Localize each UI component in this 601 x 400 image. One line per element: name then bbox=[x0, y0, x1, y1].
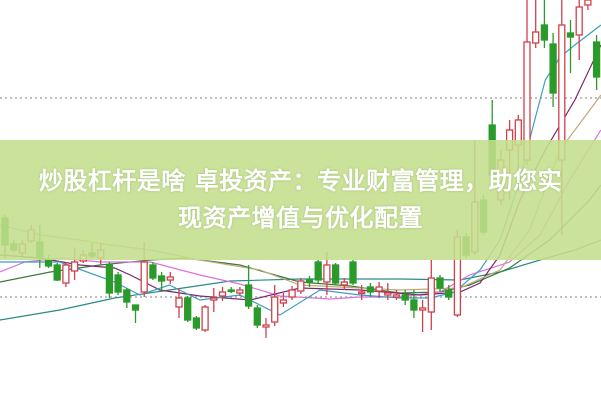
candle-body bbox=[540, 24, 549, 41]
candle-body bbox=[131, 304, 140, 311]
candle-body bbox=[549, 43, 557, 94]
candle-body bbox=[288, 289, 296, 298]
candle-body bbox=[418, 307, 427, 311]
candle-body bbox=[349, 261, 357, 284]
candle-body bbox=[70, 261, 79, 272]
candle-body bbox=[184, 297, 192, 321]
candle-body bbox=[331, 264, 340, 284]
candle-body bbox=[175, 297, 183, 308]
candle-body bbox=[410, 299, 418, 311]
candle-body bbox=[584, 0, 592, 6]
candle-body bbox=[201, 306, 209, 331]
candle-body bbox=[436, 277, 444, 289]
candle-body bbox=[166, 276, 174, 281]
candle-body bbox=[105, 264, 114, 294]
candle-body bbox=[375, 286, 383, 292]
candle-body bbox=[366, 286, 375, 293]
candle-body bbox=[427, 277, 435, 313]
candle-body bbox=[305, 279, 314, 283]
headline-line-1: 炒股杠杆是啥 卓投资产：专业财富管理，助您实 bbox=[38, 167, 563, 195]
candle-body bbox=[445, 289, 453, 298]
candle-body bbox=[62, 264, 70, 284]
moving-average-line bbox=[0, 24, 601, 316]
candle-body bbox=[262, 324, 270, 328]
candle-body bbox=[314, 261, 322, 281]
headline-line-2: 现资产增值与优化配置 bbox=[178, 204, 423, 232]
candle-body bbox=[384, 292, 392, 296]
candle-body bbox=[358, 291, 366, 295]
candle-body bbox=[279, 299, 288, 304]
candle-body bbox=[401, 294, 409, 301]
candle-body bbox=[192, 317, 201, 329]
candle-body bbox=[532, 31, 540, 44]
candle-body bbox=[271, 296, 279, 323]
candle-body bbox=[210, 297, 218, 301]
candle-body bbox=[592, 41, 601, 78]
headline-banner: 炒股杠杆是啥 卓投资产：专业财富管理，助您实 现资产增值与优化配置 bbox=[0, 140, 601, 260]
candle-body bbox=[44, 259, 53, 267]
candle-body bbox=[575, 6, 583, 36]
candle-body bbox=[218, 291, 227, 297]
candle-body bbox=[392, 294, 401, 298]
candle-body bbox=[244, 284, 253, 307]
candle-body bbox=[114, 274, 122, 293]
candle-body bbox=[157, 275, 166, 282]
candle-body bbox=[236, 289, 244, 294]
candle-body bbox=[297, 280, 305, 292]
candle-body bbox=[53, 264, 61, 281]
candle-body bbox=[149, 264, 157, 279]
candle-body bbox=[323, 264, 331, 283]
candle-body bbox=[140, 261, 148, 293]
candle-body bbox=[227, 289, 235, 293]
candle-body bbox=[566, 32, 575, 38]
candle-body bbox=[253, 307, 261, 326]
candle-body bbox=[340, 281, 348, 286]
candle-body bbox=[123, 289, 131, 303]
